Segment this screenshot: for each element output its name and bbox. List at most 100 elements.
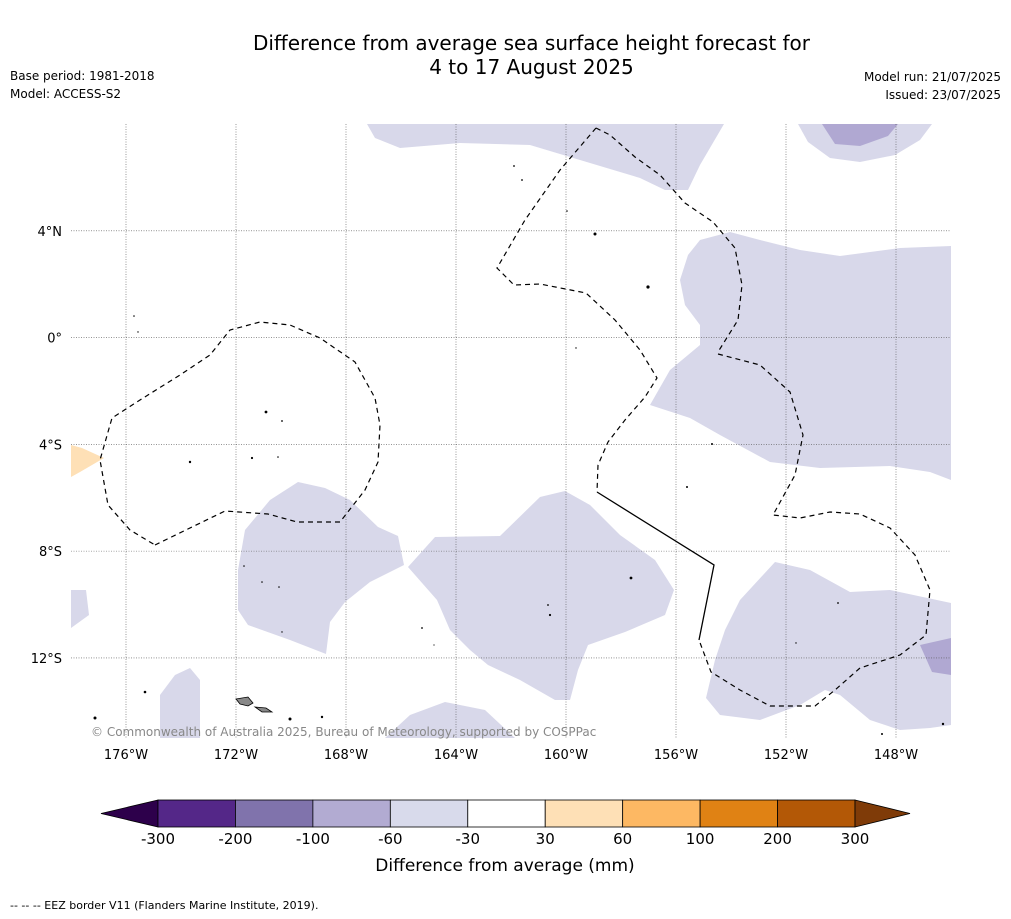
colorbar-tick-label: 300 — [841, 830, 870, 848]
colorbar-label: Difference from average (mm) — [375, 856, 634, 876]
anomaly-region-southwest — [238, 482, 404, 654]
meta-right: Model run: 21/07/2025 Issued: 23/07/2025 — [864, 68, 1001, 104]
colorbar-segment — [467, 799, 546, 828]
island — [548, 613, 552, 617]
island — [281, 631, 283, 633]
island — [133, 315, 135, 317]
islands — [93, 165, 945, 735]
latitude-label: 0° — [47, 332, 62, 347]
island — [513, 165, 515, 167]
copyright-notice: © Commonwealth of Australia 2025, Bureau… — [91, 725, 596, 739]
meta-left: Base period: 1981-2018 Model: ACCESS-S2 — [10, 67, 155, 103]
anomaly-field — [71, 124, 951, 738]
colorbar-tick-label: -200 — [218, 830, 252, 848]
island — [795, 642, 797, 644]
island — [646, 285, 650, 289]
colorbar-tick-label: 60 — [613, 830, 632, 848]
longitude-label: 156°W — [654, 748, 698, 763]
anomaly-region-east-large — [650, 232, 951, 480]
anomaly-region-north-center — [367, 124, 724, 190]
longitude-labels: 176°W 172°W 168°W 164°W 160°W 156°W 152°W 148°W — [104, 748, 918, 763]
island — [711, 443, 713, 445]
island — [837, 602, 839, 604]
island — [575, 347, 577, 349]
eez-border-french-polynesia — [698, 353, 931, 707]
island-samoa-savaii — [235, 696, 254, 707]
anomaly-region-south-small — [160, 668, 200, 738]
longitude-label: 176°W — [104, 748, 148, 763]
colorbar-segment — [157, 799, 236, 828]
model-name: Model: ACCESS-S2 — [10, 87, 122, 101]
island — [264, 410, 268, 414]
colorbar-segment — [235, 799, 314, 828]
colorbar-over-arrow — [854, 799, 911, 828]
colorbar-segment — [544, 799, 624, 828]
anomaly-region-west-positive — [71, 445, 104, 477]
eez-border-kiribati-west — [99, 321, 381, 546]
latitude-labels: 4°N 0° 4°S 8°S 12°S — [31, 225, 62, 667]
island — [521, 179, 523, 181]
anomaly-region-southeast — [706, 562, 951, 730]
island — [243, 565, 245, 567]
colorbar-segment — [312, 799, 391, 828]
anomaly-region-north-east-core — [822, 124, 898, 146]
longitude-label: 152°W — [764, 748, 808, 763]
island — [593, 232, 597, 236]
title-line-1: Difference from average sea surface heig… — [252, 31, 811, 55]
anomaly-region-east-core — [920, 638, 951, 675]
anomaly-region-bottom-strip — [385, 702, 515, 738]
longitude-label: 148°W — [874, 748, 918, 763]
colorbar-tick-label: -60 — [378, 830, 403, 848]
latitude-label: 4°N — [38, 225, 63, 240]
eez-border-cook-islands — [596, 491, 715, 641]
island — [547, 604, 549, 606]
island — [566, 210, 568, 212]
island — [686, 486, 688, 488]
anomaly-region-west-edge — [71, 590, 89, 628]
colorbar-segment — [389, 799, 469, 828]
base-period: Base period: 1981-2018 — [10, 69, 155, 83]
anomaly-region-south-center — [408, 491, 674, 700]
colorbar-segment — [699, 799, 778, 828]
island-samoa-upolu — [253, 706, 274, 713]
island — [421, 627, 423, 629]
longitude-label: 172°W — [214, 748, 258, 763]
island — [281, 420, 283, 422]
gridlines — [71, 124, 951, 738]
longitude-label: 164°W — [434, 748, 478, 763]
colorbar: -300 -200 -100 -60 -30 30 60 100 200 300 — [100, 799, 911, 848]
island — [137, 331, 139, 333]
longitude-label: 168°W — [324, 748, 368, 763]
island — [143, 690, 147, 694]
island — [433, 644, 435, 646]
island — [188, 460, 192, 464]
model-run: Model run: 21/07/2025 — [863, 70, 1001, 84]
colorbar-tick-label: 100 — [686, 830, 715, 848]
latitude-label: 4°S — [39, 438, 62, 453]
colorbar-tick-label: -100 — [296, 830, 330, 848]
island — [941, 722, 945, 726]
longitude-label: 160°W — [544, 748, 588, 763]
island — [288, 717, 292, 721]
colorbar-tick-label: 30 — [536, 830, 555, 848]
island — [250, 456, 254, 460]
island — [93, 716, 97, 720]
island — [278, 586, 280, 588]
island — [881, 733, 883, 735]
colorbar-segment — [622, 799, 701, 828]
island — [277, 456, 279, 458]
colorbar-under-arrow — [100, 799, 159, 828]
eez-borders — [99, 127, 931, 707]
colorbar-segment — [777, 799, 856, 828]
map-title: Difference from average sea surface heig… — [0, 31, 1011, 79]
eez-border-line-islands — [496, 127, 658, 493]
eez-footnote: -- -- -- EEZ border V11 (Flanders Marine… — [10, 899, 319, 912]
title-line-2: 4 to 17 August 2025 — [429, 55, 634, 79]
island — [261, 581, 263, 583]
island — [320, 715, 324, 719]
issued-date: Issued: 23/07/2025 — [885, 88, 1001, 102]
colorbar-tick-label: -30 — [456, 830, 481, 848]
colorbar-tick-label: 200 — [763, 830, 792, 848]
latitude-label: 12°S — [31, 652, 62, 667]
